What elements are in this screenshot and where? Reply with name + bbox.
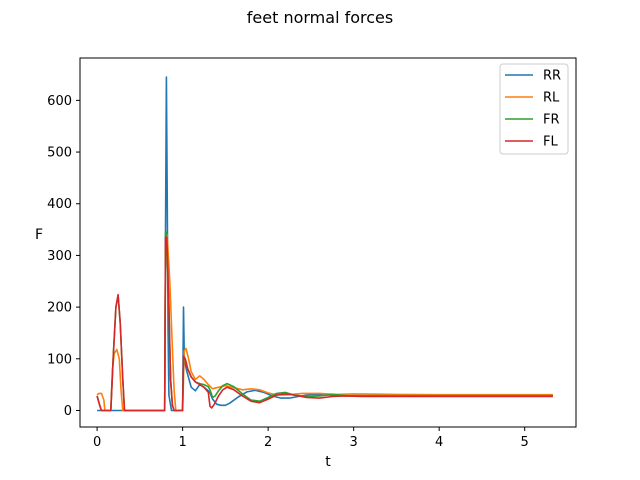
x-tick-label: 4 <box>435 435 443 450</box>
series-layer <box>96 76 553 412</box>
y-tick-label: 300 <box>47 249 72 264</box>
x-tick-label: 3 <box>350 435 358 450</box>
y-tick-label: 100 <box>47 352 72 367</box>
legend-label-rr: RR <box>543 69 561 84</box>
x-tick-label: 0 <box>93 435 101 450</box>
axes-frame <box>79 57 577 428</box>
x-tick-label: 1 <box>178 435 186 450</box>
series-line-fl <box>96 236 553 412</box>
y-tick-label: 600 <box>47 94 72 109</box>
y-tick-label: 200 <box>47 301 72 316</box>
x-tick-label: 5 <box>521 435 529 450</box>
legend-label-fl: FL <box>543 135 558 150</box>
legend-label-rl: RL <box>543 91 560 106</box>
x-axis-label: t <box>325 454 331 470</box>
y-tick-label: 500 <box>47 146 72 161</box>
legend: RR RL FR FL <box>499 63 569 155</box>
y-axis-label: F <box>35 227 43 243</box>
y-axis: 0 100 200 300 400 500 600 <box>47 94 80 419</box>
chart-title: feet normal forces <box>247 8 393 27</box>
x-tick-label: 2 <box>264 435 272 450</box>
y-tick-label: 0 <box>64 404 72 419</box>
y-tick-label: 400 <box>47 197 72 212</box>
x-axis: 0 1 2 3 4 5 <box>93 427 529 450</box>
legend-box <box>499 63 569 155</box>
legend-label-fr: FR <box>543 113 560 128</box>
